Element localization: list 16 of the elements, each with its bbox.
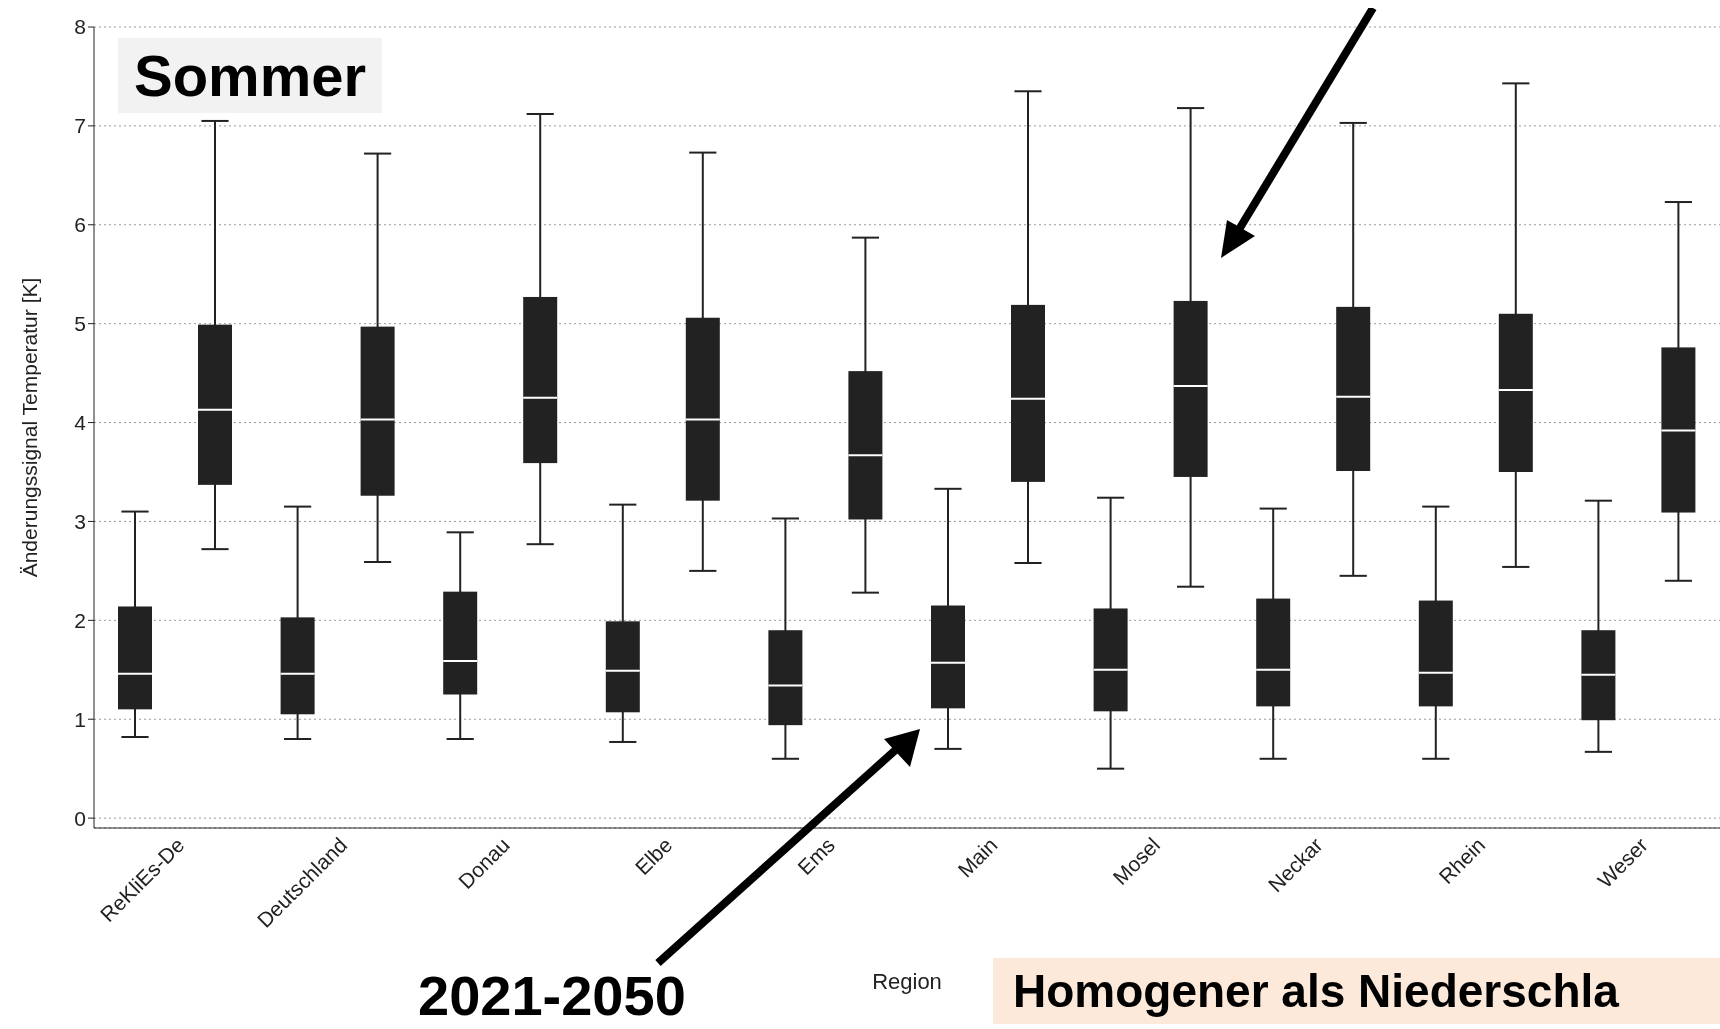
y-tick-label: 8 bbox=[74, 15, 86, 39]
y-tick-label: 6 bbox=[74, 213, 86, 237]
y-tick-label: 1 bbox=[74, 707, 86, 731]
y-tick-label: 7 bbox=[74, 114, 86, 138]
y-tick-label: 3 bbox=[74, 509, 86, 533]
annotation: Sommer bbox=[118, 38, 383, 113]
y-axis-title: Änderungssignal Temperatur [K] bbox=[18, 277, 42, 578]
text: Homogener als Niederschla bbox=[993, 958, 1720, 1024]
text: 2021-2050 bbox=[418, 963, 686, 1028]
y-tick-label: 4 bbox=[74, 411, 87, 435]
y-tick-label: 2 bbox=[74, 608, 86, 632]
x-axis-title: Region bbox=[872, 968, 942, 994]
y-tick-label: 5 bbox=[74, 312, 86, 336]
x-tick-label: Elbe bbox=[630, 833, 677, 880]
y-tick-label: 0 bbox=[74, 806, 86, 830]
x-tick-label: Ems bbox=[793, 833, 840, 880]
